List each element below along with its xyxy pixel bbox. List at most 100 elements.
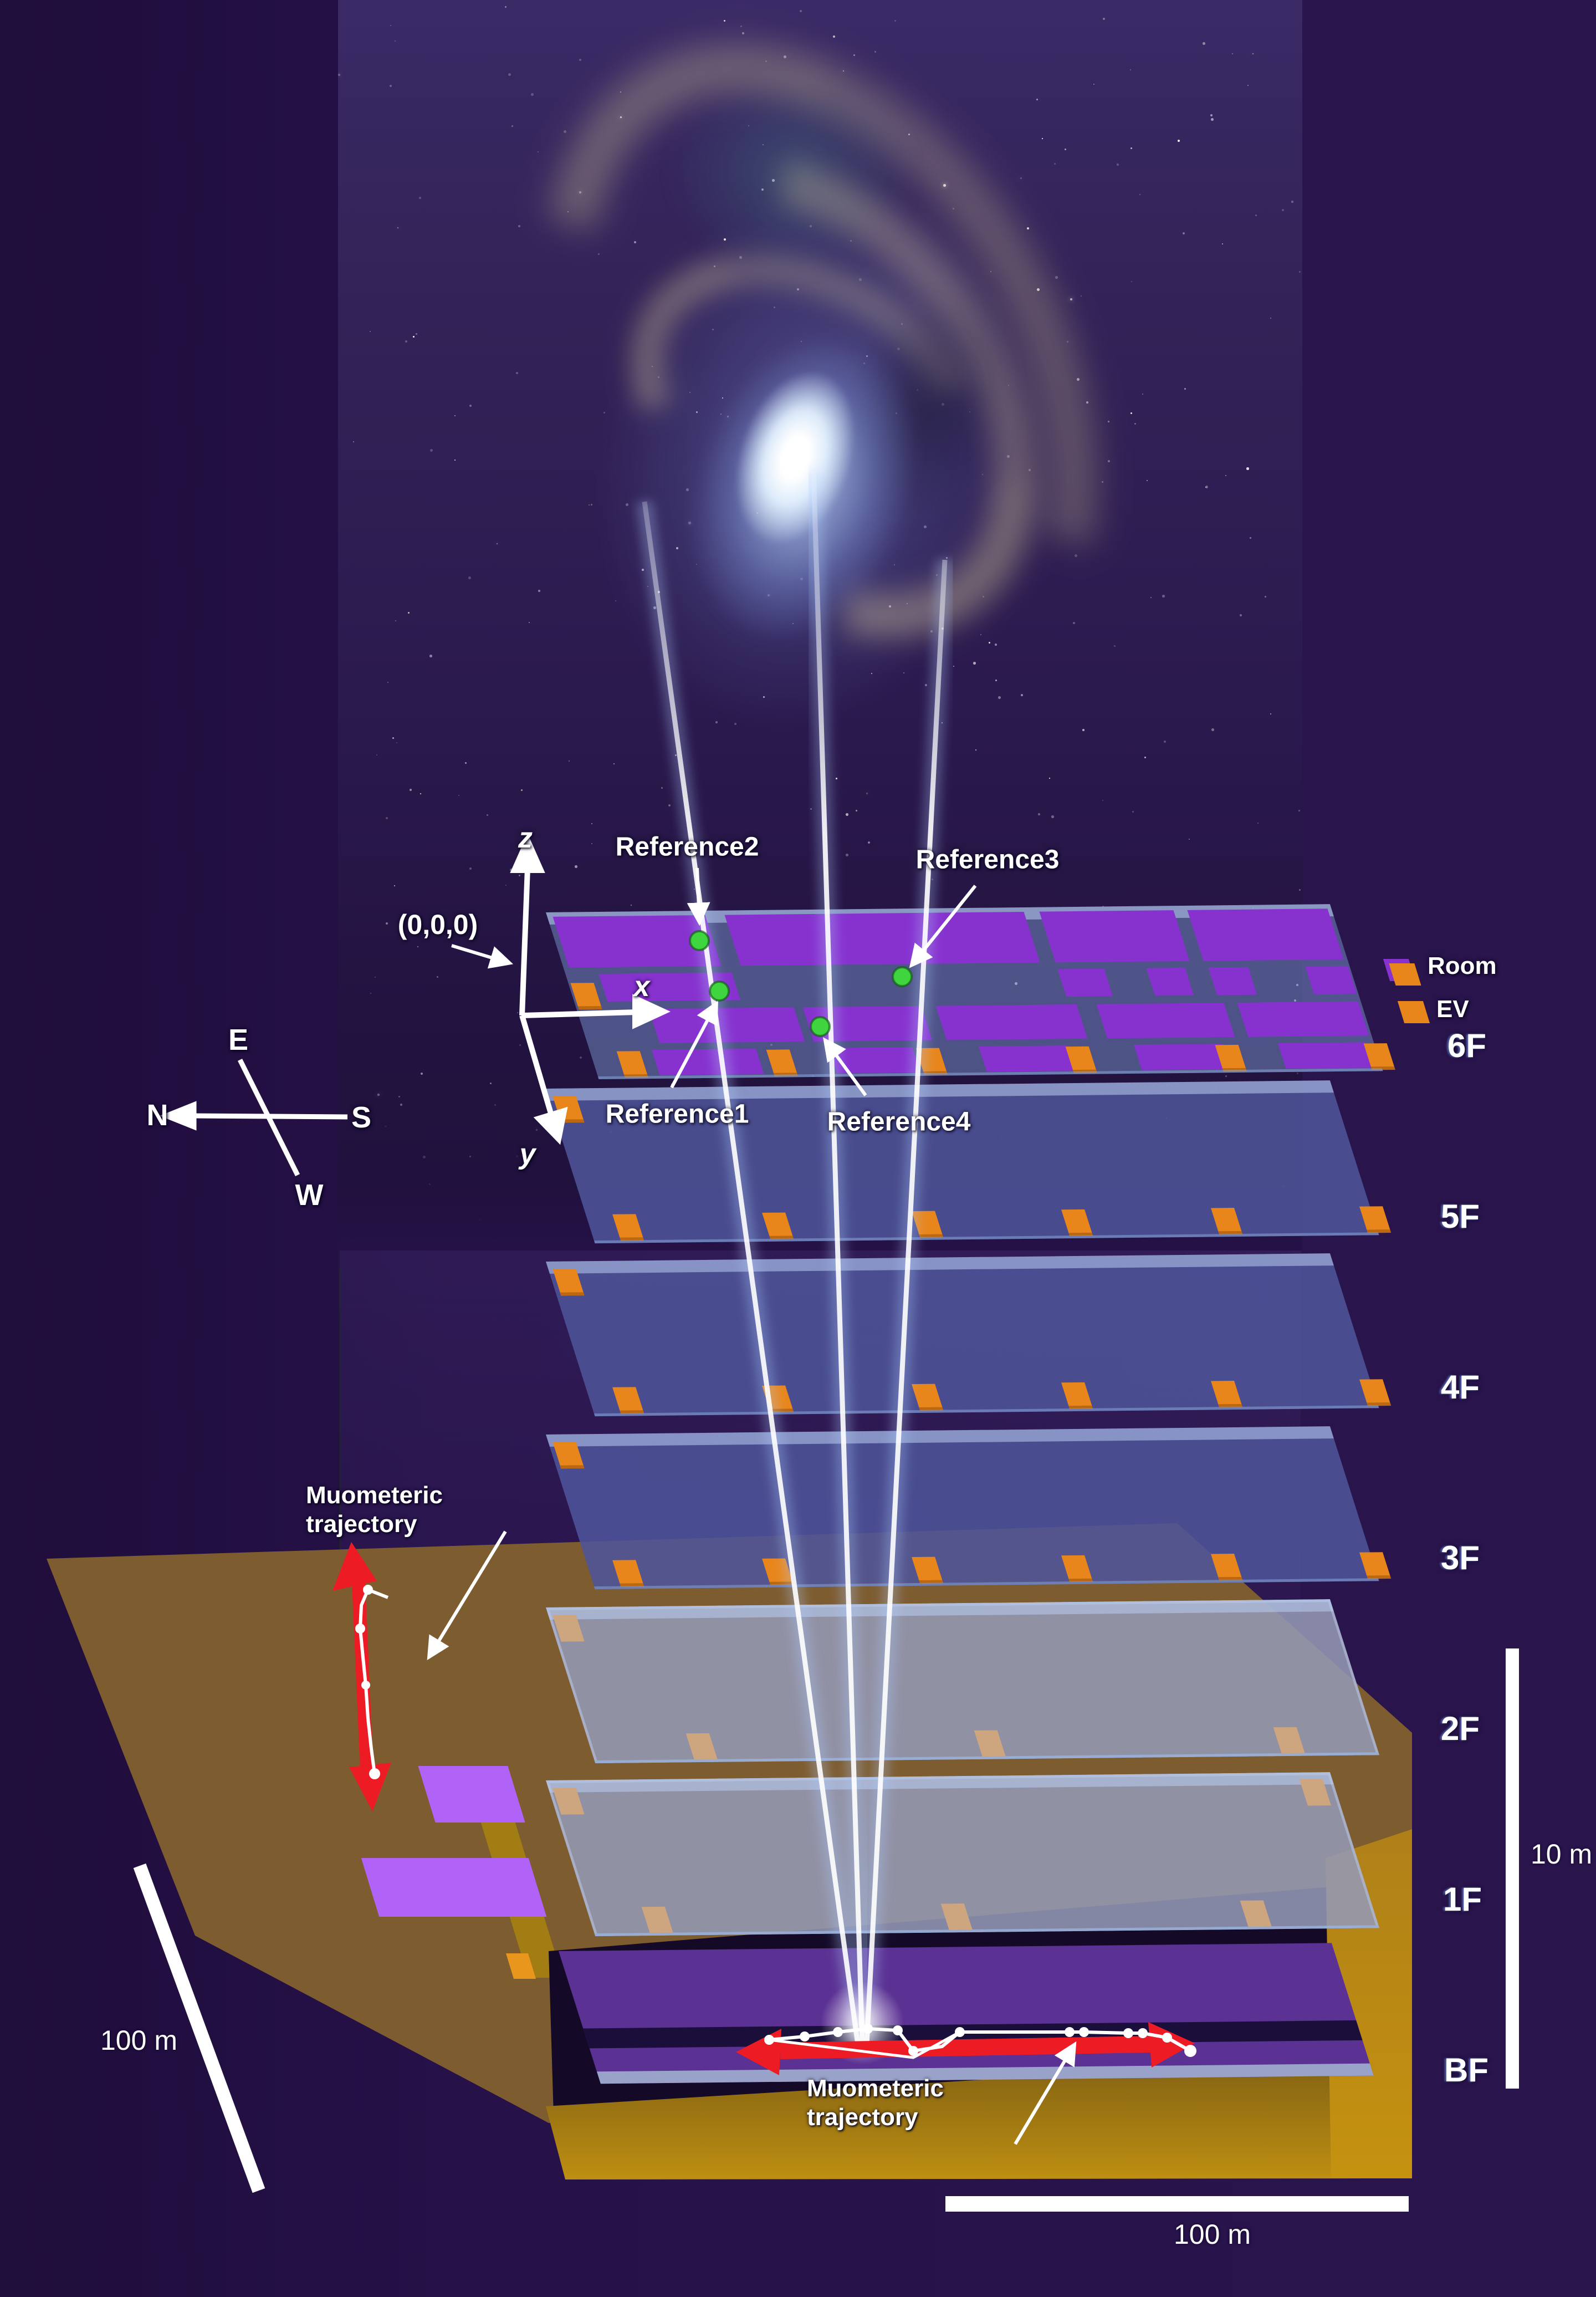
star	[1247, 85, 1249, 86]
star	[1270, 713, 1271, 714]
star	[370, 993, 372, 994]
star	[1252, 53, 1254, 54]
axis-x-arrowhead	[632, 994, 671, 1029]
star	[413, 336, 415, 338]
star	[567, 211, 569, 213]
star	[1134, 423, 1136, 425]
star	[652, 366, 653, 367]
star	[763, 144, 764, 146]
star	[569, 760, 570, 762]
star	[853, 54, 855, 56]
star	[397, 227, 399, 229]
star	[487, 814, 488, 816]
star	[521, 844, 522, 845]
star	[739, 256, 742, 259]
scale-bar-left	[133, 1863, 265, 2193]
star	[1299, 889, 1301, 891]
star	[1205, 487, 1206, 488]
star	[930, 630, 933, 633]
star	[408, 612, 410, 614]
star	[505, 6, 507, 8]
star	[454, 460, 456, 461]
star	[353, 441, 354, 442]
star	[416, 333, 418, 335]
star	[1021, 694, 1023, 696]
star	[995, 644, 997, 646]
axis-y-line	[519, 1014, 554, 1116]
star	[376, 754, 377, 756]
star	[1184, 388, 1186, 390]
star	[1086, 401, 1088, 404]
star	[1038, 813, 1040, 815]
star	[410, 789, 412, 791]
star	[1211, 728, 1214, 731]
star	[1103, 18, 1105, 20]
star	[591, 823, 592, 824]
axis-y-arrowhead	[533, 1106, 568, 1145]
star	[833, 35, 836, 38]
star	[591, 843, 593, 845]
star	[1054, 163, 1056, 165]
star	[1130, 147, 1133, 150]
star	[1183, 232, 1185, 234]
star	[620, 116, 622, 119]
star	[395, 40, 396, 42]
star	[429, 655, 432, 657]
star	[511, 125, 513, 127]
star	[469, 867, 472, 870]
star	[1211, 118, 1214, 121]
reference-points	[689, 930, 913, 1037]
star	[1055, 276, 1058, 279]
star	[903, 672, 904, 673]
compass	[159, 1058, 348, 1177]
star	[579, 191, 581, 193]
star	[712, 329, 714, 331]
star	[458, 795, 459, 796]
star	[1067, 341, 1069, 343]
star	[538, 590, 540, 592]
star	[836, 778, 837, 779]
star	[995, 680, 998, 682]
star	[579, 59, 582, 62]
star	[1093, 84, 1095, 85]
origin-leader-arrow	[451, 944, 514, 969]
star	[1077, 378, 1080, 381]
star	[1162, 595, 1165, 598]
star	[983, 596, 985, 598]
star	[1130, 412, 1133, 415]
star	[420, 793, 421, 794]
star	[589, 504, 590, 506]
star	[846, 813, 848, 816]
star	[386, 817, 388, 819]
star	[772, 179, 775, 182]
star	[1065, 149, 1067, 151]
reference4-point	[810, 1016, 831, 1037]
star	[1282, 209, 1285, 212]
star	[761, 188, 764, 191]
star	[843, 70, 844, 72]
star	[405, 340, 407, 343]
star	[1070, 298, 1073, 301]
trajectory-left	[332, 1530, 507, 1811]
star	[390, 85, 392, 88]
star	[564, 130, 566, 133]
star	[658, 376, 659, 378]
star	[1232, 53, 1233, 54]
star	[734, 723, 736, 725]
star	[866, 793, 868, 795]
star	[1051, 815, 1054, 818]
star	[1037, 288, 1040, 291]
star	[742, 32, 744, 34]
star	[392, 737, 394, 739]
star	[1131, 281, 1132, 282]
star	[810, 225, 812, 227]
star	[598, 253, 600, 255]
star	[715, 721, 718, 724]
star	[1108, 460, 1111, 463]
star	[517, 1012, 518, 1013]
star	[615, 600, 616, 601]
star	[519, 875, 521, 877]
star	[871, 673, 873, 675]
star	[469, 405, 472, 407]
